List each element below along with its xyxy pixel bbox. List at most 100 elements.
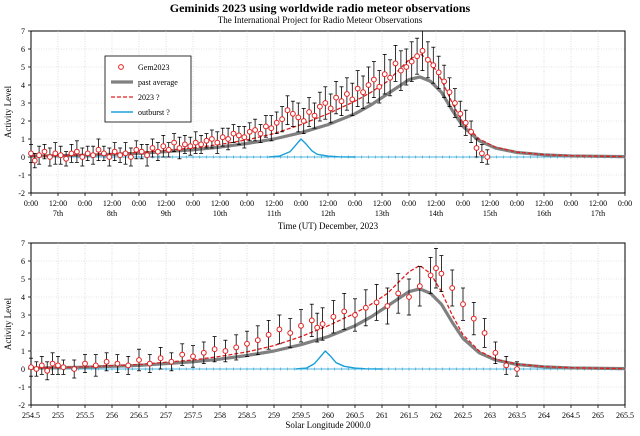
data-point	[311, 112, 318, 119]
data-point	[268, 125, 275, 132]
day-label: 12th	[321, 209, 335, 218]
data-point	[284, 107, 291, 114]
series-outburst--line	[268, 138, 356, 158]
data-point	[392, 60, 399, 67]
data-point	[63, 155, 69, 162]
y-tick-label: -1	[18, 171, 25, 180]
data-point	[473, 145, 480, 151]
data-point	[60, 364, 67, 371]
data-point	[484, 154, 491, 160]
data-point	[125, 362, 132, 369]
y-tick-label: -1	[18, 383, 25, 392]
data-point	[373, 299, 380, 306]
data-point	[241, 134, 248, 141]
y-axis-label: Activity Level	[3, 85, 13, 138]
data-point	[214, 139, 221, 146]
legend-label-y2023: 2023 ?	[138, 93, 160, 102]
y-tick-label: 2	[21, 117, 25, 126]
x-tick-label: 12:00	[373, 199, 391, 208]
data-point	[395, 290, 402, 297]
x-tick-label: 257	[160, 411, 172, 420]
data-point	[333, 94, 340, 101]
x-tick-label: 0:00	[510, 199, 524, 208]
x-tick-label: 0:00	[132, 199, 146, 208]
legend: Gem2023 past average 2023 ? outburst ?	[104, 55, 192, 123]
data-point	[192, 139, 199, 146]
x-tick-label: 0:00	[24, 199, 38, 208]
x-tick-label: 263.5	[508, 411, 526, 420]
data-point	[84, 150, 91, 157]
data-point	[376, 83, 383, 90]
data-point	[279, 116, 286, 123]
data-point	[365, 82, 372, 88]
day-label: 13th	[375, 209, 389, 218]
data-point	[314, 324, 321, 331]
data-point	[236, 132, 242, 139]
data-point	[462, 119, 469, 126]
data-point	[416, 283, 423, 290]
x-tick-label: 0:00	[402, 199, 416, 208]
x-tick-label: 12:00	[427, 199, 445, 208]
data-point	[492, 349, 499, 356]
data-point	[36, 152, 42, 159]
day-label: 8th	[107, 209, 117, 218]
y-tick-label: 7	[21, 239, 25, 248]
day-label: 15th	[483, 209, 497, 218]
data-point	[344, 91, 350, 97]
y-tick-label: 5	[21, 63, 25, 72]
data-point	[103, 358, 110, 365]
data-point	[246, 128, 253, 135]
data-point	[460, 301, 466, 308]
data-point	[31, 157, 38, 164]
x-tick-label: 255.5	[76, 411, 94, 420]
y-tick-label: 4	[21, 293, 25, 302]
data-point	[79, 154, 86, 160]
data-point	[74, 148, 80, 155]
data-point	[322, 100, 329, 106]
data-point	[117, 152, 123, 159]
x-tick-label: 263	[484, 411, 496, 420]
data-point	[122, 150, 129, 157]
data-point	[198, 141, 205, 148]
x-tick-label: 12:00	[157, 199, 175, 208]
data-point	[28, 364, 34, 371]
data-point	[352, 312, 358, 318]
data-point	[468, 128, 475, 135]
data-point	[179, 351, 186, 358]
x-tick-label: 264	[538, 411, 550, 420]
data-point	[68, 150, 75, 157]
data-point	[187, 143, 194, 150]
series-past-average-line	[30, 75, 626, 159]
x-tick-label: 265	[592, 411, 604, 420]
data-point	[219, 134, 226, 141]
x-axis-label: Solar Longitude 2000.0	[285, 420, 371, 430]
x-tick-label: 257.5	[184, 411, 202, 420]
data-point	[319, 321, 326, 327]
data-point	[341, 308, 348, 315]
y-tick-label: 5	[21, 275, 25, 284]
x-tick-label: 12:00	[103, 199, 121, 208]
data-point	[479, 150, 485, 157]
y-tick-label: 2	[21, 329, 25, 338]
data-point	[349, 96, 356, 103]
legend-label-outburst: outburst ?	[138, 108, 170, 117]
data-point	[414, 53, 421, 60]
data-point	[381, 71, 388, 78]
data-point	[425, 56, 431, 63]
data-point	[90, 152, 96, 159]
data-point	[384, 303, 391, 309]
x-tick-label: 261	[376, 411, 388, 420]
data-point	[403, 64, 410, 70]
data-point	[327, 105, 334, 112]
data-point	[114, 360, 121, 367]
x-tick-label: 261.5	[400, 411, 418, 420]
y-tick-label: 3	[21, 311, 25, 320]
data-point	[287, 330, 294, 336]
x-tick-label: 259.5	[292, 411, 310, 420]
data-point	[211, 346, 218, 353]
data-point	[449, 285, 456, 291]
x-tick-label: 264.5	[562, 411, 580, 420]
y-tick-label: 1	[21, 135, 25, 144]
x-tick-label: 0:00	[78, 199, 92, 208]
data-point	[128, 154, 134, 160]
